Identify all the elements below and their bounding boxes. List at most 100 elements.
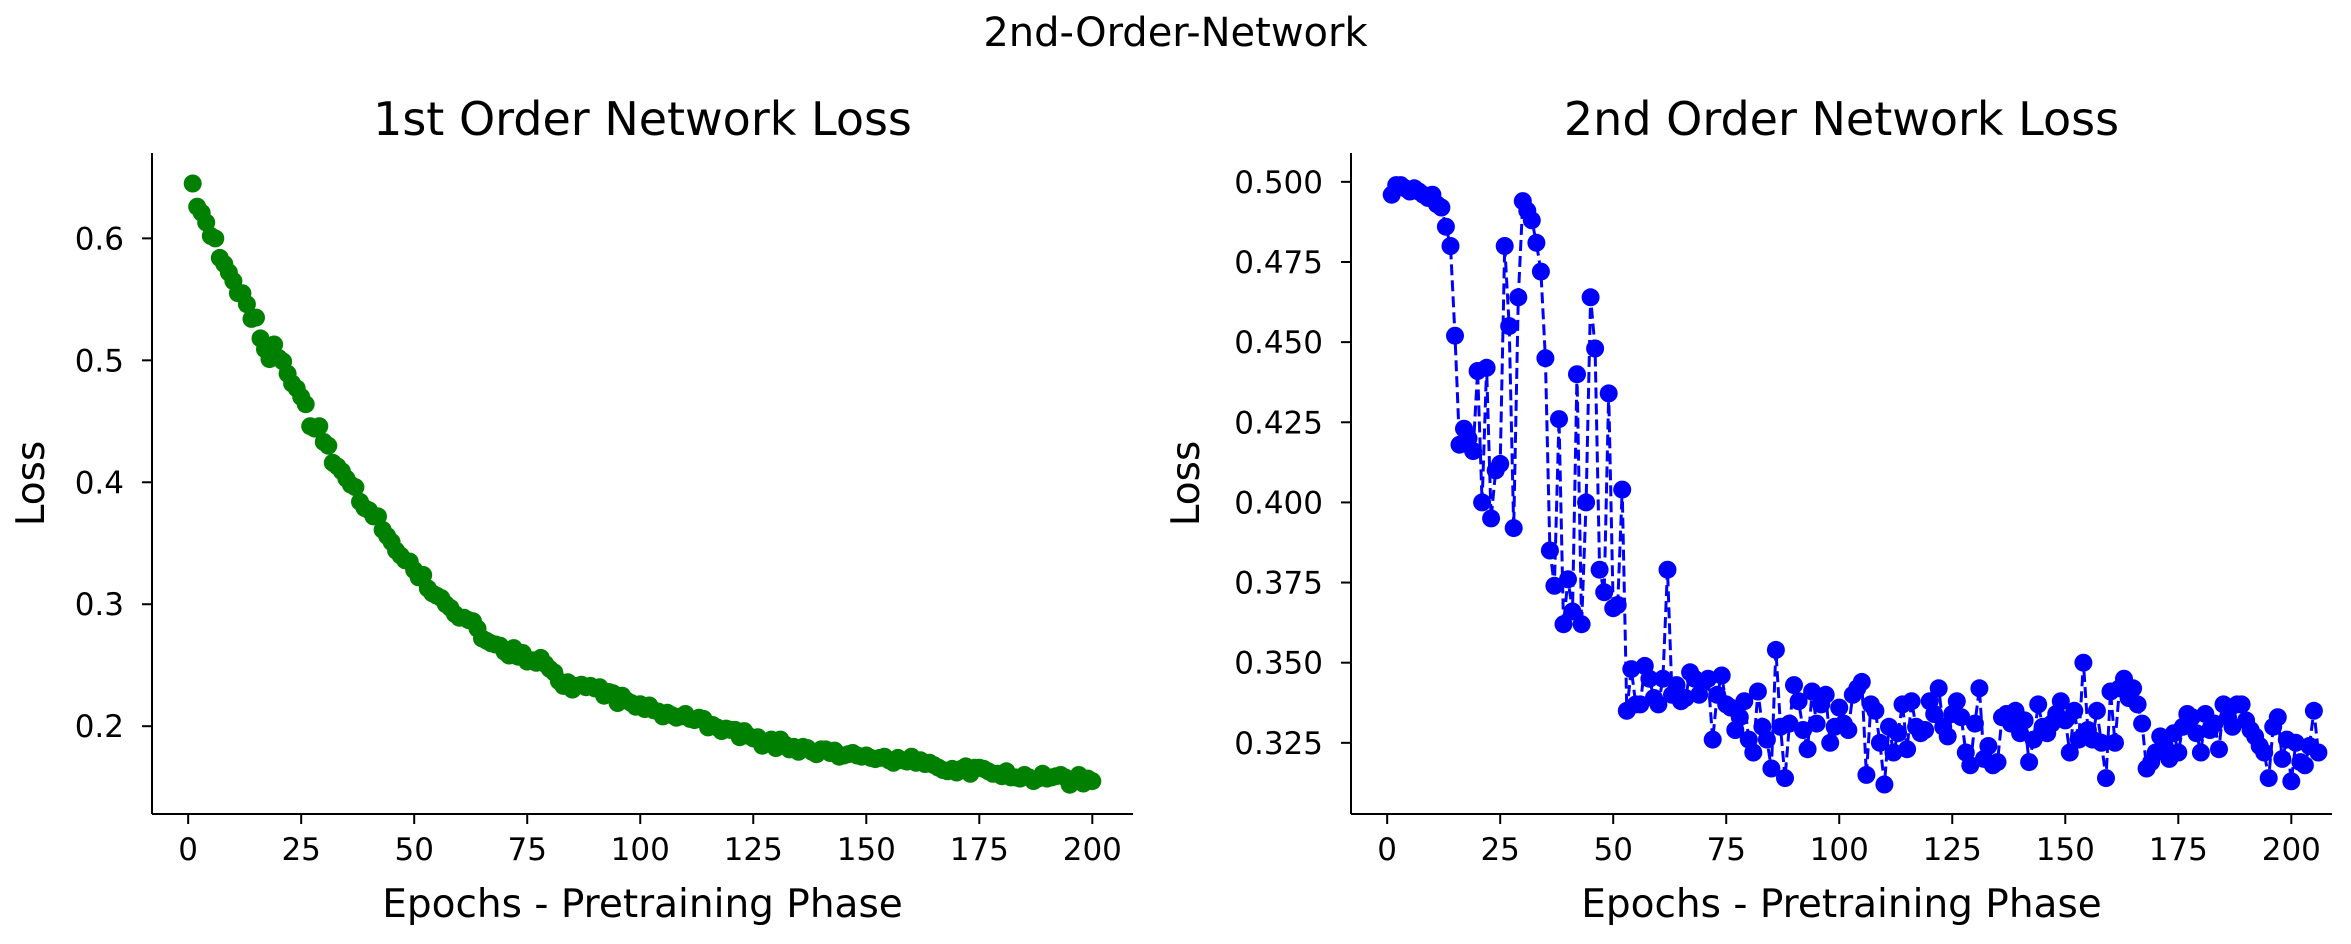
data-point	[1536, 349, 1555, 368]
x-tick-label: 25	[281, 832, 320, 868]
data-point	[1586, 339, 1605, 358]
data-point	[1902, 692, 1921, 711]
data-point	[2259, 769, 2278, 788]
data-point	[1789, 692, 1808, 711]
y-tick-label: 0.2	[75, 709, 124, 745]
x-tick-label: 200	[1063, 832, 1122, 868]
data-point	[1970, 679, 1989, 698]
data-point	[2273, 749, 2292, 768]
data-point	[2124, 679, 2143, 698]
x-tick-label: 25	[1480, 832, 1519, 868]
data-point	[1857, 765, 1876, 784]
data-point	[1649, 695, 1668, 714]
data-point	[2065, 701, 2084, 720]
data-point	[2282, 772, 2301, 791]
x-tick-label: 150	[837, 832, 896, 868]
y-tick-label: 0.350	[1234, 646, 1323, 682]
data-point	[2074, 653, 2093, 672]
data-point	[1730, 708, 1749, 727]
data-point	[1807, 714, 1826, 733]
x-tick-label: 200	[2262, 832, 2321, 868]
data-point	[1735, 692, 1754, 711]
data-point	[1581, 288, 1600, 307]
data-point	[2128, 695, 2147, 714]
y-tick-label: 0.3	[75, 587, 124, 623]
data-point	[2304, 701, 2323, 720]
y-tick-label: 0.500	[1234, 165, 1323, 201]
data-point	[1554, 615, 1573, 634]
data-point	[1988, 753, 2007, 772]
data-point	[1875, 775, 1894, 794]
y-axis-label: Loss	[9, 441, 54, 527]
data-point	[1798, 740, 1817, 759]
data-point	[1947, 692, 1966, 711]
data-point	[2223, 717, 2242, 736]
data-point	[1540, 541, 1559, 560]
x-tick-label: 125	[724, 832, 783, 868]
data-point	[1757, 730, 1776, 749]
data-point	[1925, 705, 1944, 723]
data-point	[1762, 759, 1781, 778]
data-point	[2255, 743, 2274, 762]
data-point	[1464, 442, 1483, 461]
data-point	[2187, 724, 2206, 743]
y-axis-label: Loss	[1164, 441, 1209, 527]
data-point	[1676, 689, 1695, 707]
y-tick-label: 0.475	[1234, 245, 1323, 281]
data-point	[1653, 669, 1672, 688]
x-tick-label: 0	[1377, 832, 1397, 868]
data-point	[2286, 733, 2305, 752]
data-point	[2268, 708, 2287, 727]
data-point	[1568, 365, 1586, 384]
data-point	[1889, 724, 1907, 743]
chart-title: 1st Order Network Loss	[373, 92, 912, 146]
data-point	[1599, 384, 1618, 403]
data-point	[2097, 769, 2115, 788]
x-axis-label: Epochs - Pretraining Phase	[382, 882, 903, 927]
data-point	[1965, 714, 1984, 733]
data-point	[1504, 519, 1523, 538]
data-point	[1436, 217, 1455, 236]
data-point	[1916, 721, 1935, 739]
y-tick-label: 0.325	[1234, 726, 1323, 762]
data-point	[1712, 666, 1731, 685]
data-point	[2133, 714, 2152, 733]
data-point	[296, 395, 315, 414]
data-point	[2020, 753, 2039, 772]
x-tick-label: 100	[611, 832, 670, 868]
data-point	[1744, 743, 1763, 762]
data-point	[1500, 317, 1519, 336]
data-point	[2210, 740, 2228, 759]
data-point	[1803, 682, 1822, 701]
data-point	[1477, 358, 1496, 377]
data-point	[2205, 714, 2224, 733]
data-point	[1703, 730, 1722, 749]
y-tick-label: 0.400	[1234, 485, 1323, 521]
y-tick-label: 0.6	[75, 221, 124, 257]
data-point	[310, 417, 329, 436]
x-tick-label: 75	[1706, 832, 1745, 868]
x-tick-label: 75	[507, 832, 546, 868]
data-point	[1550, 410, 1568, 429]
data-point	[1961, 756, 1980, 775]
data-point	[1667, 676, 1686, 695]
data-point	[1816, 685, 1835, 704]
data-point	[1563, 602, 1582, 621]
data-point	[2309, 743, 2328, 762]
figure-title: 2nd-Order-Network	[983, 10, 1368, 56]
data-point	[1852, 672, 1871, 691]
data-point	[1830, 698, 1849, 717]
x-tick-label: 175	[950, 832, 1009, 868]
data-point	[1622, 660, 1641, 679]
data-point	[1658, 560, 1677, 579]
data-point	[2029, 695, 2048, 714]
data-point	[1545, 576, 1564, 595]
data-point	[2191, 743, 2210, 762]
data-point	[346, 478, 365, 497]
data-point	[2092, 733, 2111, 752]
data-point	[1631, 695, 1650, 714]
data-point	[1821, 733, 1840, 752]
data-point	[206, 229, 225, 248]
data-point	[1590, 560, 1609, 579]
